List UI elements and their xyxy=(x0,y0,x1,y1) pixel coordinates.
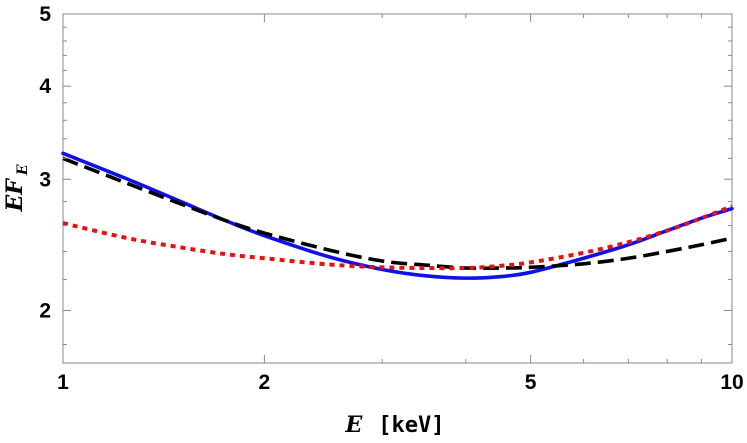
x-tick-label: 10 xyxy=(720,371,743,394)
y-axis-label-subscript: E xyxy=(15,164,31,176)
x-tick-label: 2 xyxy=(259,371,271,394)
series-layer xyxy=(61,151,734,280)
y-axis-ticks: 2 3 4 5 xyxy=(39,3,732,346)
y-tick-label: 2 xyxy=(39,299,51,322)
x-axis-label-symbol: E xyxy=(344,412,363,438)
y-axis-label-main: EF xyxy=(2,178,28,213)
x-tick-label: 5 xyxy=(525,371,537,394)
y-tick-label: 5 xyxy=(39,3,51,26)
y-tick-label: 4 xyxy=(39,75,51,98)
plot-frame xyxy=(62,13,733,364)
x-axis-label-unit: [keV] xyxy=(378,413,444,438)
x-axis-label: E [keV] xyxy=(344,412,444,438)
y-axis-label: EF E xyxy=(2,164,31,212)
x-axis-ticks: 1 2 5 10 xyxy=(57,14,744,394)
y-tick-label: 3 xyxy=(39,168,51,191)
series-line-dotted xyxy=(62,204,733,271)
x-tick-label: 1 xyxy=(57,371,69,394)
